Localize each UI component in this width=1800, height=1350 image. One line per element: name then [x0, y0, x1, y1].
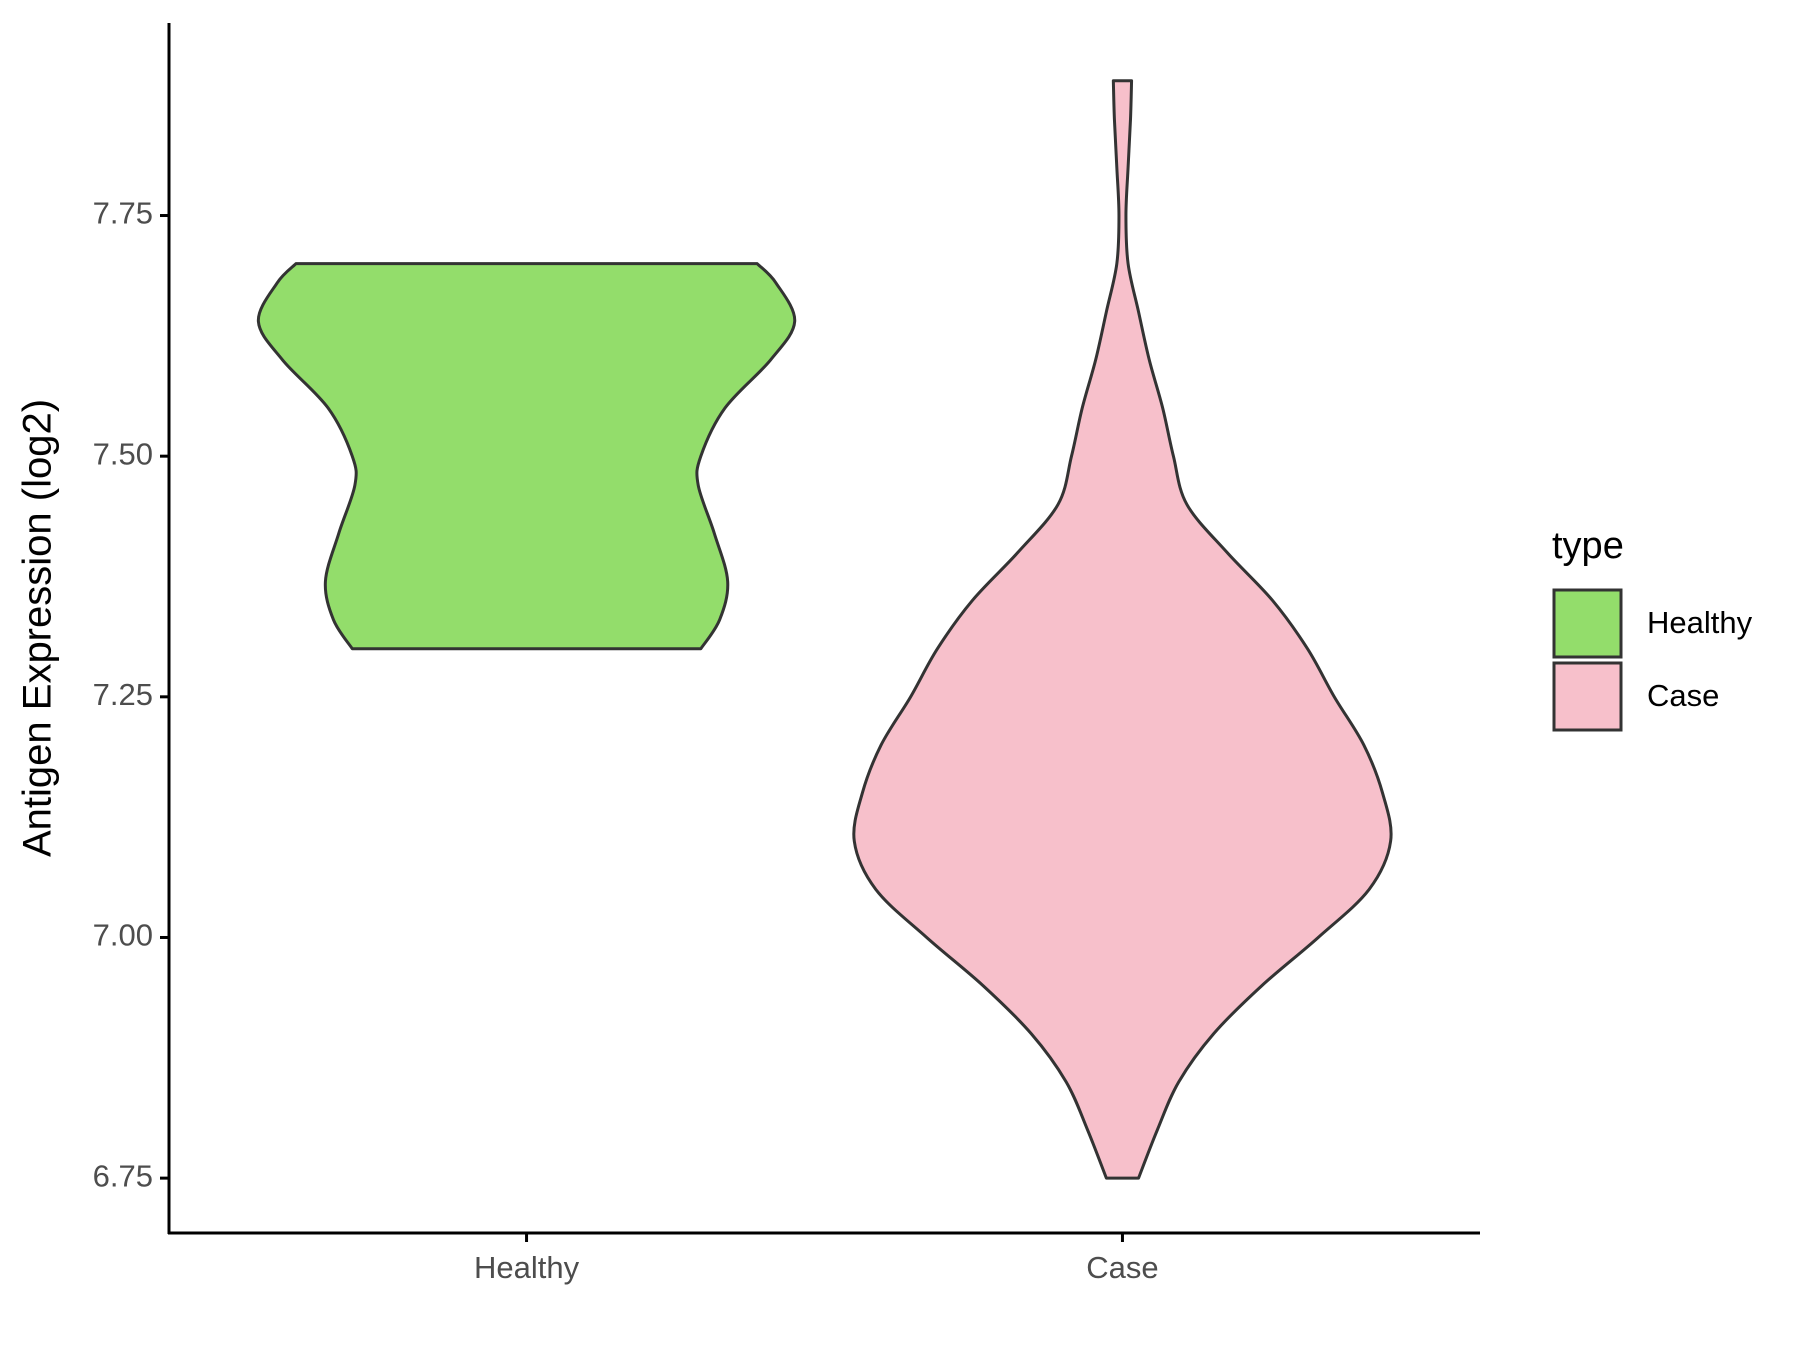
- y-tick-label: 7.50: [93, 436, 153, 471]
- legend-key: [1552, 661, 1623, 732]
- y-tick-label: 7.75: [93, 196, 153, 231]
- y-tick-label: 6.75: [93, 1158, 153, 1193]
- violin: [256, 262, 797, 651]
- y-tick-label: 7.00: [93, 918, 153, 953]
- x-tick-label: Case: [1086, 1250, 1158, 1285]
- y-axis-label: Antigen Expression (log2): [16, 399, 60, 857]
- legend-label: Case: [1647, 678, 1719, 713]
- legend-title: type: [1552, 525, 1624, 567]
- x-tick-label: Healthy: [474, 1250, 580, 1285]
- legend-label: Healthy: [1647, 605, 1753, 640]
- violin: [852, 79, 1393, 1180]
- y-tick-label: 7.25: [93, 677, 153, 712]
- legend-key: [1552, 588, 1623, 659]
